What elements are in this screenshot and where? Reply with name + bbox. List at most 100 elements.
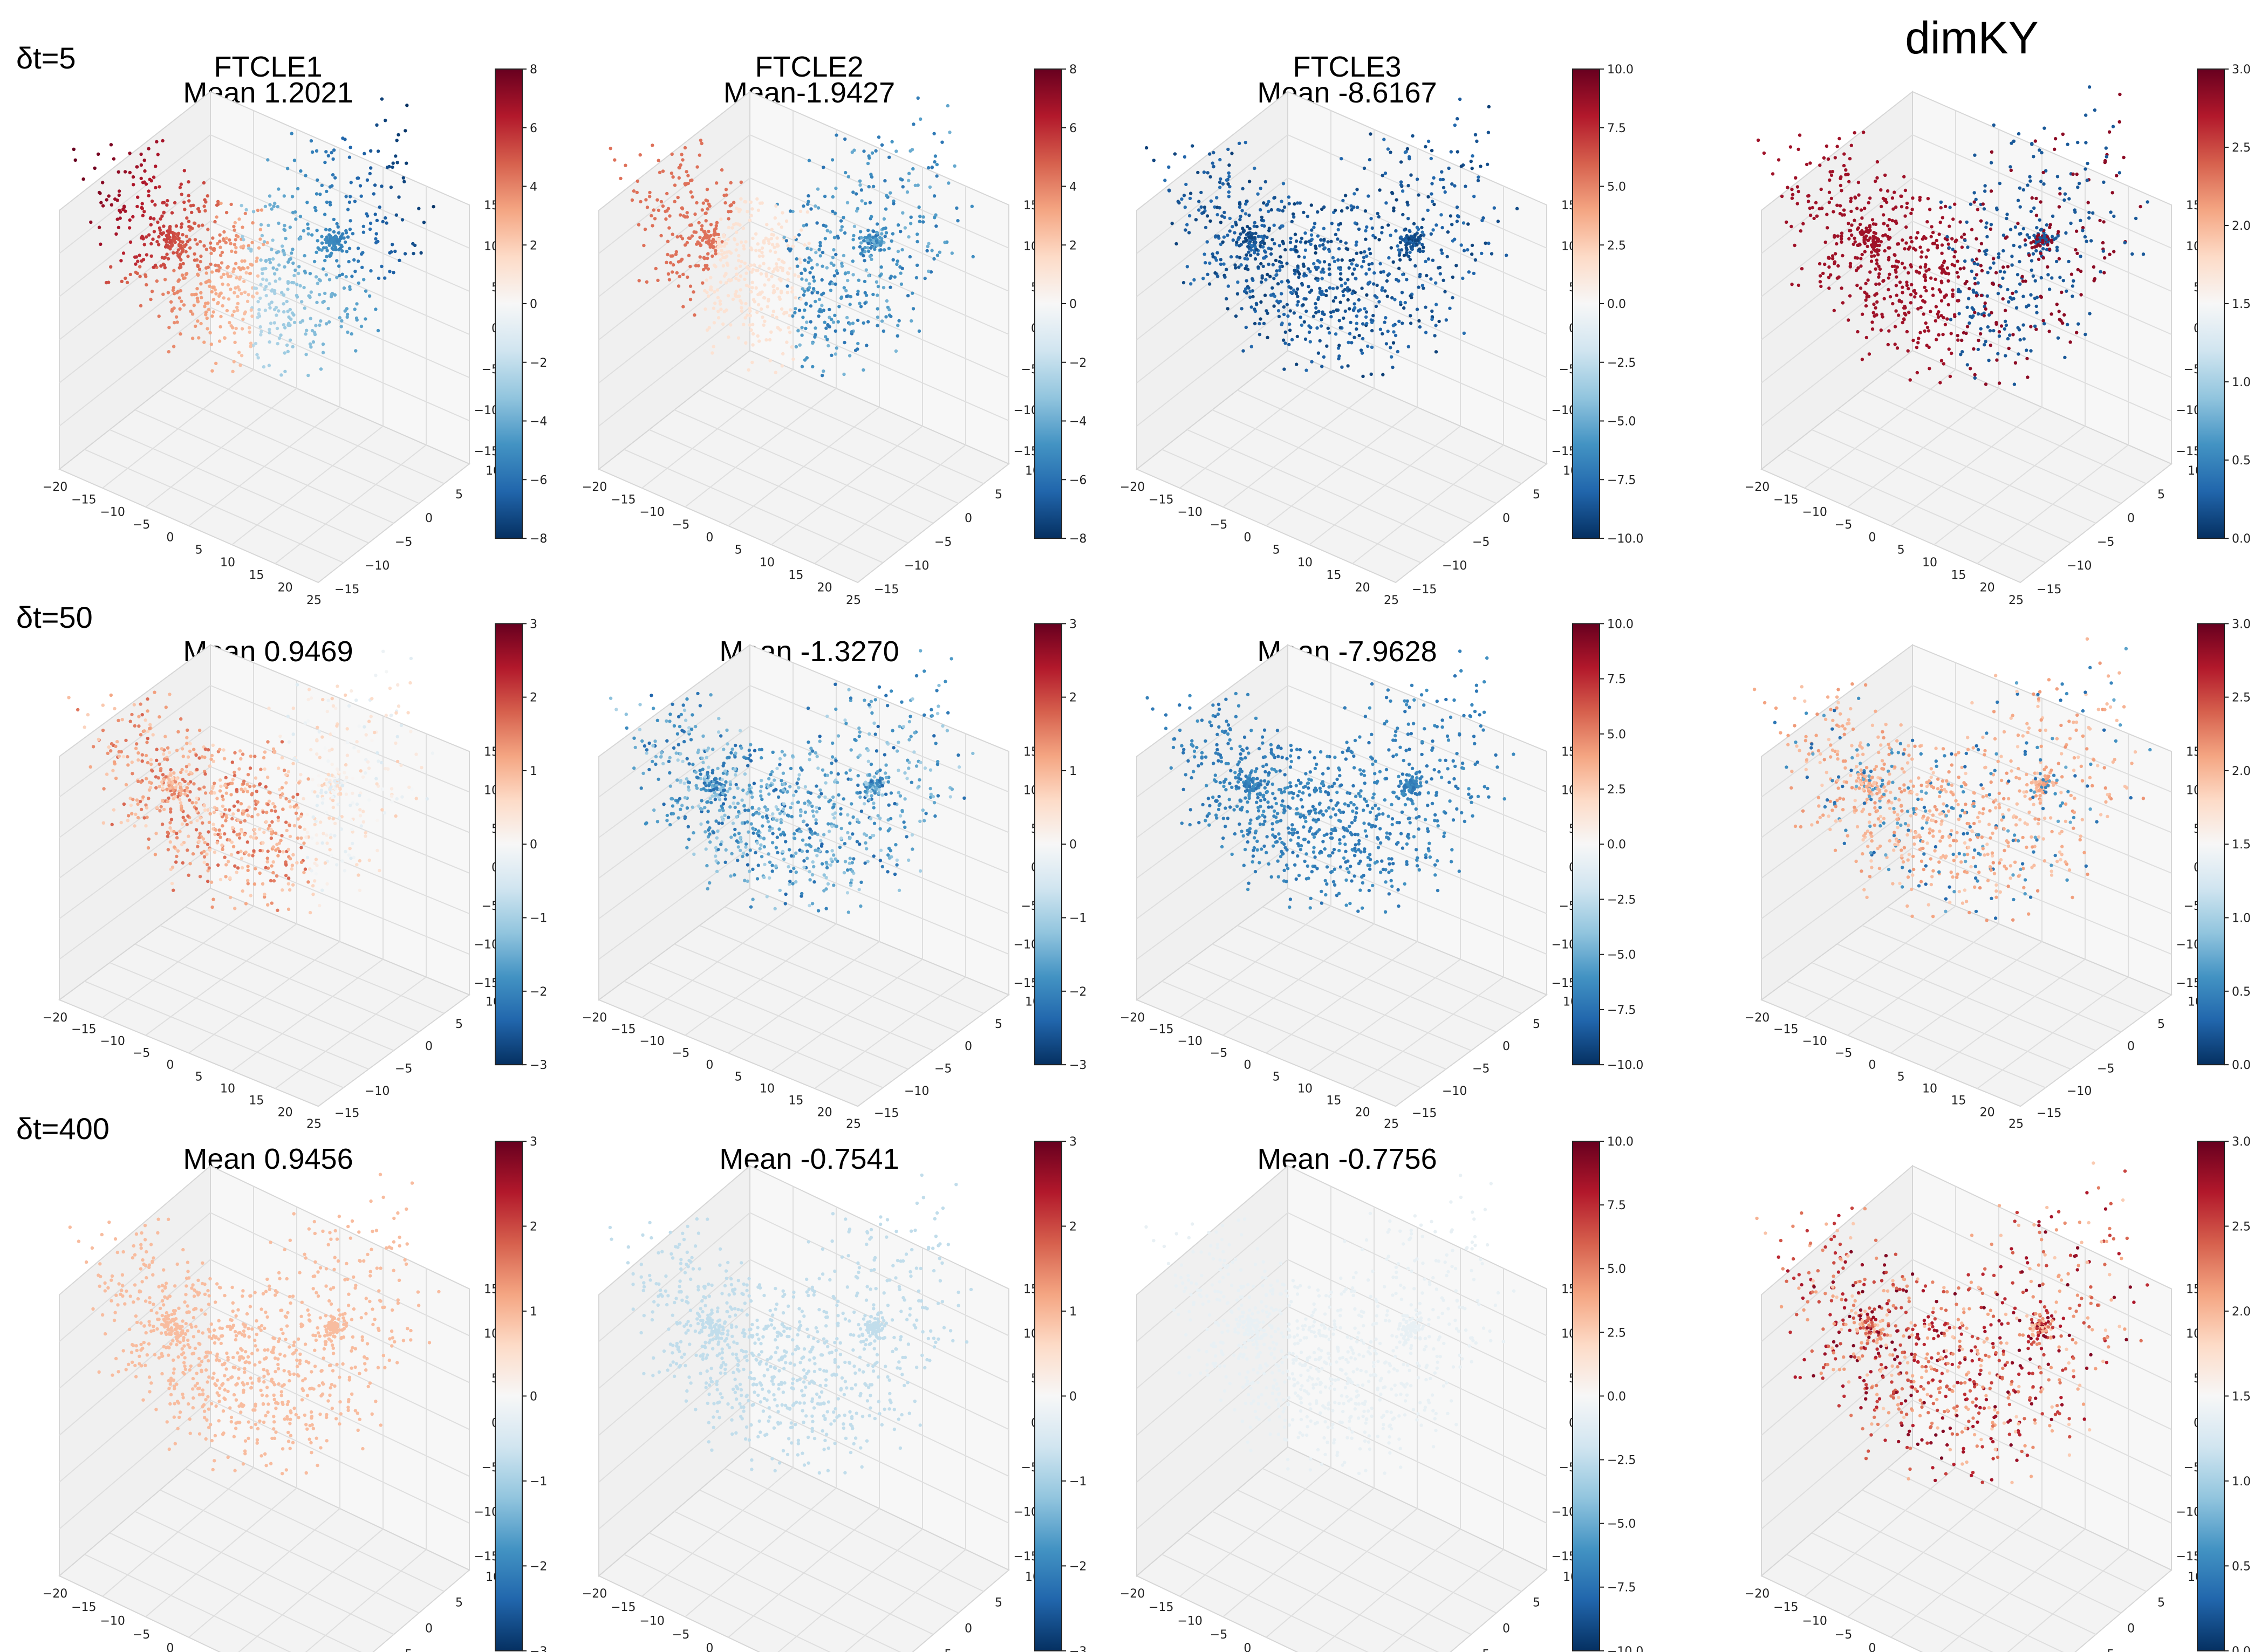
- data-point: [1818, 274, 1822, 278]
- data-point: [233, 243, 237, 246]
- data-point: [1313, 222, 1317, 225]
- data-point: [1974, 197, 1978, 201]
- data-point: [1231, 225, 1234, 229]
- data-point: [353, 307, 357, 311]
- data-point: [1938, 381, 1942, 385]
- data-point: [831, 320, 836, 324]
- data-point: [1827, 190, 1832, 194]
- data-point: [228, 238, 231, 242]
- data-point: [788, 209, 793, 213]
- data-point: [110, 742, 114, 746]
- data-point: [801, 287, 804, 291]
- data-point: [2122, 155, 2126, 160]
- data-point: [2139, 204, 2142, 209]
- data-point: [862, 368, 865, 372]
- data-point: [1391, 260, 1395, 264]
- data-point: [971, 255, 975, 259]
- data-point: [224, 236, 228, 240]
- data-point: [115, 217, 119, 221]
- data-point: [327, 228, 331, 232]
- data-point: [1833, 262, 1836, 265]
- data-point: [901, 185, 905, 189]
- data-point: [338, 787, 342, 791]
- data-point: [282, 252, 286, 257]
- data-point: [1432, 176, 1436, 180]
- data-point: [2041, 256, 2046, 260]
- data-point: [1289, 290, 1293, 294]
- data-point: [326, 306, 330, 311]
- data-point: [935, 162, 939, 167]
- data-point: [1226, 307, 1229, 311]
- data-point: [874, 149, 878, 153]
- data-point: [688, 223, 692, 227]
- data-point: [1975, 237, 1978, 241]
- data-point: [756, 334, 760, 338]
- data-point: [1278, 268, 1282, 272]
- colorbar-tick-label: 7.5: [1607, 122, 1626, 135]
- data-point: [1825, 226, 1829, 230]
- data-point: [1860, 312, 1864, 316]
- data-point: [112, 157, 116, 161]
- data-point: [1299, 316, 1302, 319]
- data-point: [99, 242, 103, 246]
- data-point: [1887, 329, 1891, 333]
- data-point: [134, 812, 138, 817]
- data-point: [2067, 197, 2071, 201]
- data-point: [1870, 327, 1875, 331]
- data-point: [661, 169, 665, 173]
- data-point: [252, 836, 256, 840]
- data-point: [1442, 186, 1446, 190]
- data-point: [295, 293, 299, 298]
- data-point: [1238, 217, 1242, 222]
- data-point: [867, 185, 871, 189]
- data-point: [1941, 332, 1945, 337]
- data-point: [1940, 280, 1944, 285]
- data-point: [1946, 303, 1950, 307]
- data-point: [320, 841, 324, 845]
- data-point: [1219, 221, 1223, 224]
- data-point: [876, 285, 880, 289]
- data-point: [136, 758, 140, 762]
- data-point: [1877, 272, 1881, 276]
- data-point: [1971, 289, 1975, 292]
- data-point: [1859, 232, 1863, 236]
- data-point: [278, 735, 282, 738]
- data-point: [268, 340, 271, 344]
- data-point: [1487, 105, 1491, 109]
- data-point: [834, 186, 838, 190]
- y-tick-label: −15: [334, 583, 359, 597]
- data-point: [2050, 238, 2053, 242]
- data-point: [272, 321, 276, 325]
- data-point: [366, 214, 370, 218]
- data-point: [1875, 300, 1879, 304]
- data-point: [1378, 327, 1383, 331]
- data-point: [1289, 236, 1293, 241]
- data-point: [248, 766, 252, 770]
- data-point: [127, 814, 131, 818]
- data-point: [2065, 289, 2068, 293]
- data-point: [1233, 263, 1237, 267]
- data-point: [213, 288, 217, 292]
- data-point: [857, 278, 861, 282]
- data-point: [1788, 145, 1793, 149]
- data-point: [1335, 286, 1339, 290]
- data-point: [1302, 255, 1307, 259]
- data-point: [788, 249, 792, 253]
- colorbar-tick-label: 10.0: [1607, 63, 1634, 77]
- y-tick-label: −10: [365, 559, 390, 573]
- data-point: [885, 299, 889, 303]
- data-point: [2001, 249, 2005, 253]
- data-point: [223, 808, 227, 812]
- data-point: [748, 306, 752, 310]
- data-point: [316, 794, 319, 798]
- data-point: [181, 755, 185, 758]
- data-point: [101, 821, 105, 825]
- data-point: [299, 836, 303, 840]
- data-point: [1259, 187, 1262, 190]
- data-point: [138, 265, 142, 269]
- data-point: [273, 291, 277, 296]
- y-tick-label: −10: [2067, 559, 2092, 573]
- data-point: [237, 351, 241, 354]
- data-point: [1326, 240, 1330, 244]
- colorbar-tick-label: 2: [530, 239, 537, 252]
